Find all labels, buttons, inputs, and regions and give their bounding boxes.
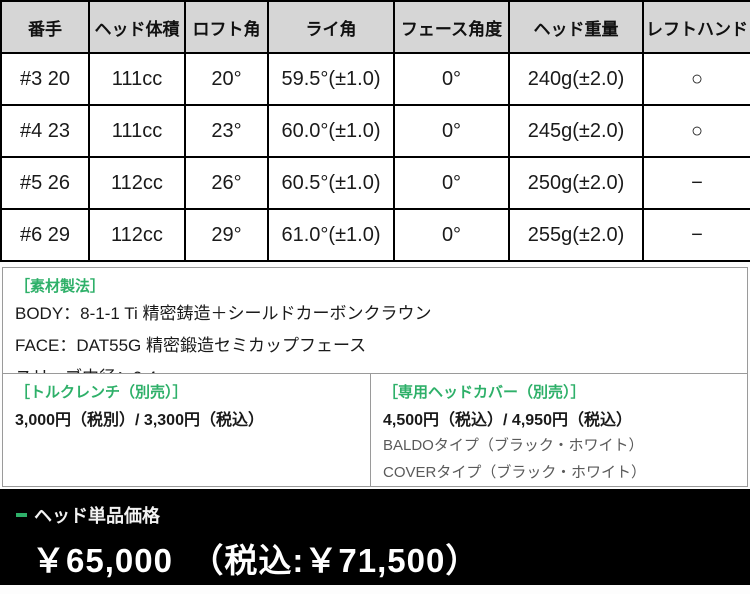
header-head-weight: ヘッド重量 (508, 0, 644, 54)
header-head-volume: ヘッド体積 (88, 0, 186, 54)
cell-club-number: #5 26 (0, 156, 90, 210)
cell-lie-angle: 61.0°(±1.0) (267, 208, 395, 262)
cell-face-angle: 0° (393, 52, 510, 106)
material-section: ［素材製法］ BODY：8-1-1 Ti 精密鋳造＋シールドカーボンクラウン F… (2, 267, 748, 387)
torque-wrench-price: 3,000円（税別）/ 3,300円（税込） (15, 412, 264, 429)
cell-loft-angle: 23° (184, 104, 269, 158)
header-club-number: 番手 (0, 0, 90, 54)
head-price-label-row: ヘッド単品価格 (16, 502, 750, 528)
header-left-hand: レフトハンド (642, 0, 750, 54)
table-row: #4 23 111cc 23° 60.0°(±1.0) 0° 245g(±2.0… (0, 104, 750, 158)
accessory-sections: ［トルクレンチ（別売）］ 3,000円（税別）/ 3,300円（税込） ［専用ヘ… (2, 373, 748, 487)
cell-club-number: #3 20 (0, 52, 90, 106)
material-section-title: ［素材製法］ (15, 278, 106, 295)
spec-table-header-row: 番手 ヘッド体積 ロフト角 ライ角 フェース角度 ヘッド重量 レフトハンド (0, 0, 750, 54)
head-cover-type-cover: COVERタイプ（ブラック・ホワイト） (383, 464, 647, 481)
cell-loft-angle: 29° (184, 208, 269, 262)
cell-face-angle: 0° (393, 208, 510, 262)
cell-left-hand: − (642, 156, 750, 210)
cell-lie-angle: 60.5°(±1.0) (267, 156, 395, 210)
cell-head-volume: 111cc (88, 52, 186, 106)
cell-face-angle: 0° (393, 104, 510, 158)
cell-loft-angle: 20° (184, 52, 269, 106)
material-face-line: FACE：DAT55G 精密鍛造セミカップフェース (15, 336, 367, 355)
cell-left-hand: ○ (642, 52, 750, 106)
head-price-bar: ヘッド単品価格 ￥65,000 （税込:￥71,500） (0, 489, 750, 585)
torque-wrench-title: ［トルクレンチ（別売）］ (15, 384, 188, 401)
cell-club-number: #6 29 (0, 208, 90, 262)
cell-loft-angle: 26° (184, 156, 269, 210)
head-cover-section: ［専用ヘッドカバー（別売）］ 4,500円（税込）/ 4,950円（税込） BA… (370, 373, 748, 487)
cell-lie-angle: 60.0°(±1.0) (267, 104, 395, 158)
head-price-label: ヘッド単品価格 (34, 506, 160, 526)
cell-head-weight: 245g(±2.0) (508, 104, 644, 158)
cell-head-volume: 112cc (88, 156, 186, 210)
cell-head-weight: 250g(±2.0) (508, 156, 644, 210)
cell-head-volume: 112cc (88, 208, 186, 262)
header-loft-angle: ロフト角 (184, 0, 269, 54)
material-body-line: BODY：8-1-1 Ti 精密鋳造＋シールドカーボンクラウン (15, 304, 432, 323)
head-price-value: ￥65,000 （税込:￥71,500） (32, 542, 480, 579)
cell-head-volume: 111cc (88, 104, 186, 158)
cell-head-weight: 240g(±2.0) (508, 52, 644, 106)
head-cover-title: ［専用ヘッドカバー（別売）］ (383, 384, 586, 401)
head-cover-price: 4,500円（税込）/ 4,950円（税込） (383, 412, 632, 429)
cell-left-hand: ○ (642, 104, 750, 158)
cell-head-weight: 255g(±2.0) (508, 208, 644, 262)
table-row: #6 29 112cc 29° 61.0°(±1.0) 0° 255g(±2.0… (0, 208, 750, 262)
spec-table: 番手 ヘッド体積 ロフト角 ライ角 フェース角度 ヘッド重量 レフトハンド #3… (0, 0, 750, 262)
table-row: #3 20 111cc 20° 59.5°(±1.0) 0° 240g(±2.0… (0, 52, 750, 106)
header-face-angle: フェース角度 (393, 0, 510, 54)
cell-lie-angle: 59.5°(±1.0) (267, 52, 395, 106)
table-row: #5 26 112cc 26° 60.5°(±1.0) 0° 250g(±2.0… (0, 156, 750, 210)
green-dash-icon (16, 513, 27, 517)
cell-left-hand: − (642, 208, 750, 262)
cell-club-number: #4 23 (0, 104, 90, 158)
cell-face-angle: 0° (393, 156, 510, 210)
head-cover-type-baldo: BALDOタイプ（ブラック・ホワイト） (383, 437, 644, 454)
torque-wrench-section: ［トルクレンチ（別売）］ 3,000円（税別）/ 3,300円（税込） (2, 373, 371, 487)
header-lie-angle: ライ角 (267, 0, 395, 54)
